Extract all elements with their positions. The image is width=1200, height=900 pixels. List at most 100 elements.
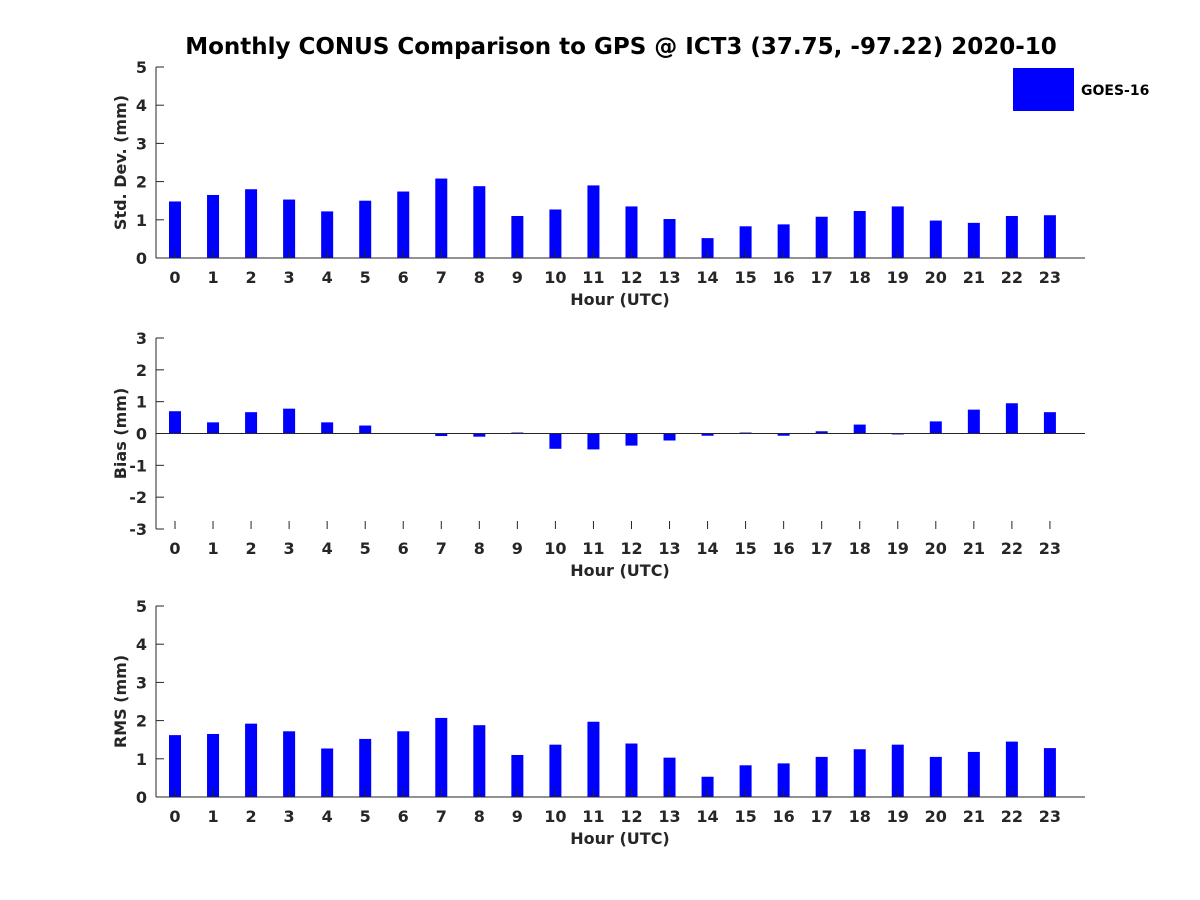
bar-hour-1 [207, 733, 220, 797]
bar-hour-6 [397, 191, 410, 258]
x-tick-label: 0 [169, 539, 180, 558]
bar-hour-18 [853, 211, 866, 258]
x-tick-label: 14 [696, 539, 718, 558]
bar-hour-0 [169, 735, 181, 797]
legend: GOES-16 [1013, 68, 1149, 111]
x-tick-label: 3 [284, 268, 295, 287]
x-tick-label: 15 [734, 539, 756, 558]
y-axis-label: Std. Dev. (mm) [111, 95, 130, 230]
x-tick-label: 19 [887, 807, 909, 826]
x-tick-label: 5 [360, 539, 371, 558]
x-tick-label: 22 [1001, 807, 1023, 826]
x-tick-label: 17 [811, 268, 833, 287]
bar-hour-13 [663, 757, 676, 797]
x-tick-label: 1 [207, 268, 218, 287]
x-tick-label: 17 [811, 539, 833, 558]
x-tick-label: 1 [207, 807, 218, 826]
x-tick-label: 2 [246, 807, 257, 826]
x-tick-label: 21 [963, 268, 985, 287]
x-tick-label: 21 [963, 539, 985, 558]
x-tick-label: 17 [811, 807, 833, 826]
y-tick-label: 3 [136, 134, 147, 153]
y-tick-label: 3 [136, 329, 147, 348]
bar-hour-21 [967, 222, 980, 258]
bar-hour-13 [663, 219, 676, 258]
y-axis-label: Bias (mm) [111, 388, 130, 480]
x-tick-label: 12 [620, 539, 642, 558]
bar-hour-4 [321, 211, 334, 258]
bar-hour-14 [701, 776, 714, 797]
x-tick-label: 20 [925, 268, 947, 287]
y-tick-label: 0 [136, 425, 147, 444]
x-axis-label: Hour (UTC) [570, 829, 670, 848]
bar-hour-8 [473, 725, 486, 797]
y-tick-label: 1 [136, 211, 147, 230]
y-tick-label: -1 [129, 456, 147, 475]
bar-hour-22 [1005, 741, 1018, 797]
x-tick-label: 8 [474, 807, 485, 826]
y-tick-label: 4 [136, 96, 147, 115]
x-tick-label: 6 [398, 807, 409, 826]
bar-hour-9 [511, 215, 524, 258]
bar-hour-17 [815, 431, 828, 434]
bar-hour-2 [245, 412, 258, 434]
bar-hour-18 [853, 749, 866, 797]
x-tick-label: 3 [284, 807, 295, 826]
x-tick-label: 10 [544, 807, 566, 826]
y-tick-label: 0 [136, 788, 147, 807]
x-tick-label: 11 [582, 539, 604, 558]
x-tick-label: 2 [246, 268, 257, 287]
x-tick-label: 8 [474, 539, 485, 558]
bar-hour-23 [1043, 215, 1056, 258]
bar-hour-10 [549, 209, 562, 258]
x-tick-label: 4 [322, 268, 333, 287]
x-tick-label: 16 [773, 539, 795, 558]
bar-hour-6 [397, 731, 410, 797]
bar-hour-10 [549, 433, 562, 449]
x-tick-label: 20 [925, 539, 947, 558]
x-tick-label: 18 [849, 268, 871, 287]
y-axis-label: RMS (mm) [111, 655, 130, 748]
bar-hour-12 [625, 433, 638, 446]
bar-hour-23 [1043, 748, 1056, 797]
x-tick-label: 23 [1039, 807, 1061, 826]
bar-hour-3 [283, 731, 296, 797]
bar-hour-16 [777, 763, 790, 797]
x-tick-label: 23 [1039, 268, 1061, 287]
bar-hour-0 [169, 201, 181, 258]
bar-hour-19 [891, 206, 904, 258]
x-tick-label: 2 [246, 539, 257, 558]
bar-hour-1 [207, 194, 220, 258]
bar-hour-17 [815, 756, 828, 797]
bar-hour-16 [777, 224, 790, 258]
x-tick-label: 23 [1039, 539, 1061, 558]
bar-hour-8 [473, 186, 486, 258]
x-tick-label: 6 [398, 539, 409, 558]
y-tick-label: 5 [136, 597, 147, 616]
x-tick-label: 5 [360, 268, 371, 287]
x-tick-label: 0 [169, 807, 180, 826]
bar-hour-0 [169, 411, 181, 434]
x-tick-label: 13 [658, 539, 680, 558]
bar-hour-11 [587, 721, 600, 797]
x-tick-label: 22 [1001, 268, 1023, 287]
y-tick-label: 5 [136, 58, 147, 77]
x-tick-label: 19 [887, 268, 909, 287]
bar-hour-20 [929, 421, 942, 434]
y-tick-label: 3 [136, 673, 147, 692]
x-tick-label: 21 [963, 807, 985, 826]
bar-hour-21 [967, 751, 980, 797]
x-tick-label: 12 [620, 807, 642, 826]
bar-hour-14 [701, 238, 714, 258]
x-tick-label: 16 [773, 268, 795, 287]
x-tick-label: 9 [512, 807, 523, 826]
x-tick-label: 8 [474, 268, 485, 287]
x-tick-label: 14 [696, 268, 718, 287]
x-tick-label: 6 [398, 268, 409, 287]
legend-label: GOES-16 [1081, 83, 1149, 99]
bar-hour-15 [739, 226, 752, 258]
x-tick-label: 1 [207, 539, 218, 558]
y-tick-label: 2 [136, 173, 147, 192]
bar-hour-14 [701, 433, 714, 436]
